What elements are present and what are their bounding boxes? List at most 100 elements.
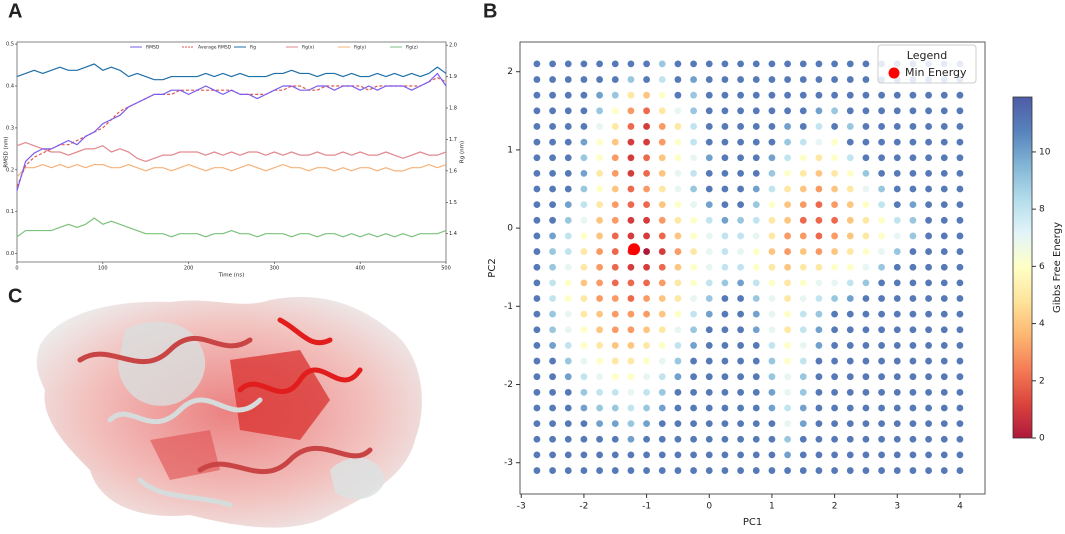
energy-dot (862, 373, 870, 381)
energy-dot (862, 91, 870, 99)
energy-dot (564, 404, 572, 412)
energy-dot (862, 123, 870, 130)
energy-dot (909, 310, 917, 318)
energy-dot (893, 185, 901, 193)
energy-dot (752, 91, 760, 99)
energy-dot (831, 263, 838, 271)
energy-dot (909, 388, 917, 396)
legend-label: Rg(y) (354, 45, 366, 51)
energy-dot (784, 185, 791, 193)
energy-dot (815, 263, 823, 271)
energy-dot (784, 60, 791, 68)
energy-dot (752, 232, 760, 240)
energy-dot (846, 201, 854, 209)
energy-dot (564, 357, 572, 365)
energy-dot (721, 404, 729, 412)
energy-dot (705, 404, 713, 412)
energy-dot (815, 467, 823, 474)
energy-dot (862, 295, 870, 302)
energy-dot (564, 451, 572, 459)
energy-dot (831, 467, 838, 474)
energy-dot (893, 91, 901, 99)
energy-dot (627, 76, 635, 83)
energy-dot (549, 91, 556, 99)
energy-dot (705, 420, 713, 428)
energy-dot (690, 154, 697, 162)
energy-dot (768, 404, 776, 412)
energy-dot (627, 420, 635, 428)
energy-dot (533, 91, 541, 99)
energy-dot (799, 326, 807, 334)
energy-dot (909, 248, 917, 255)
energy-dot (940, 154, 948, 162)
energy-dot (674, 60, 682, 68)
energy-dot (862, 342, 870, 349)
energy-dot (611, 60, 619, 68)
energy-dot (611, 154, 619, 162)
energy-dot (909, 201, 917, 209)
energy-dot (940, 279, 948, 287)
energy-dot (690, 404, 697, 412)
energy-dot (862, 404, 870, 412)
energy-dot (799, 169, 807, 177)
energy-dot (533, 248, 541, 255)
energy-dot (674, 76, 682, 83)
energy-dot (893, 169, 901, 177)
energy-dot (799, 295, 807, 302)
energy-dot (831, 232, 838, 240)
energy-dot (705, 373, 713, 381)
energy-dot (784, 138, 791, 146)
y-tick-label: 0.5 (6, 42, 14, 48)
energy-dot (705, 467, 713, 474)
energy-dot (784, 263, 791, 271)
energy-dot (846, 295, 854, 302)
energy-dot (893, 248, 901, 255)
energy-dot (658, 185, 666, 193)
energy-dot (940, 388, 948, 396)
energy-dot (752, 295, 760, 302)
energy-dot (831, 373, 838, 381)
energy-dot (627, 263, 635, 271)
energy-dot (580, 201, 588, 209)
energy-dot (596, 60, 603, 68)
energy-dot (846, 60, 854, 68)
energy-dot (925, 467, 932, 474)
energy-dot (533, 107, 541, 115)
energy-dot (831, 435, 838, 443)
energy-dot (846, 326, 854, 334)
energy-dot (909, 107, 917, 115)
energy-dot (862, 201, 870, 209)
colorbar-tick-label: 4 (1039, 319, 1045, 329)
energy-dot (627, 60, 635, 68)
energy-dot (737, 310, 744, 318)
energy-dot (737, 60, 744, 68)
energy-dot (564, 185, 572, 193)
energy-dot (956, 404, 964, 412)
energy-dot (784, 279, 791, 287)
energy-dot (549, 467, 556, 474)
energy-dot (705, 91, 713, 99)
energy-dot (564, 216, 572, 224)
energy-dot (909, 295, 917, 302)
energy-dot (799, 76, 807, 83)
energy-dot (580, 154, 588, 162)
energy-dot (549, 373, 556, 381)
energy-dot (768, 263, 776, 271)
energy-dot (925, 326, 932, 334)
energy-dot (549, 216, 556, 224)
energy-dot (862, 263, 870, 271)
energy-dot (815, 295, 823, 302)
energy-dot (831, 138, 838, 146)
energy-dot (784, 451, 791, 459)
energy-dot (799, 310, 807, 318)
energy-dot (925, 357, 932, 365)
energy-dot (831, 451, 838, 459)
energy-dot (846, 248, 854, 255)
energy-dot (784, 373, 791, 381)
energy-dot (596, 467, 603, 474)
energy-dot (784, 154, 791, 162)
energy-dot (831, 60, 838, 68)
x-axis-label: PC1 (743, 517, 762, 528)
energy-dot (658, 91, 666, 99)
x-tick-label: 0 (706, 502, 712, 512)
